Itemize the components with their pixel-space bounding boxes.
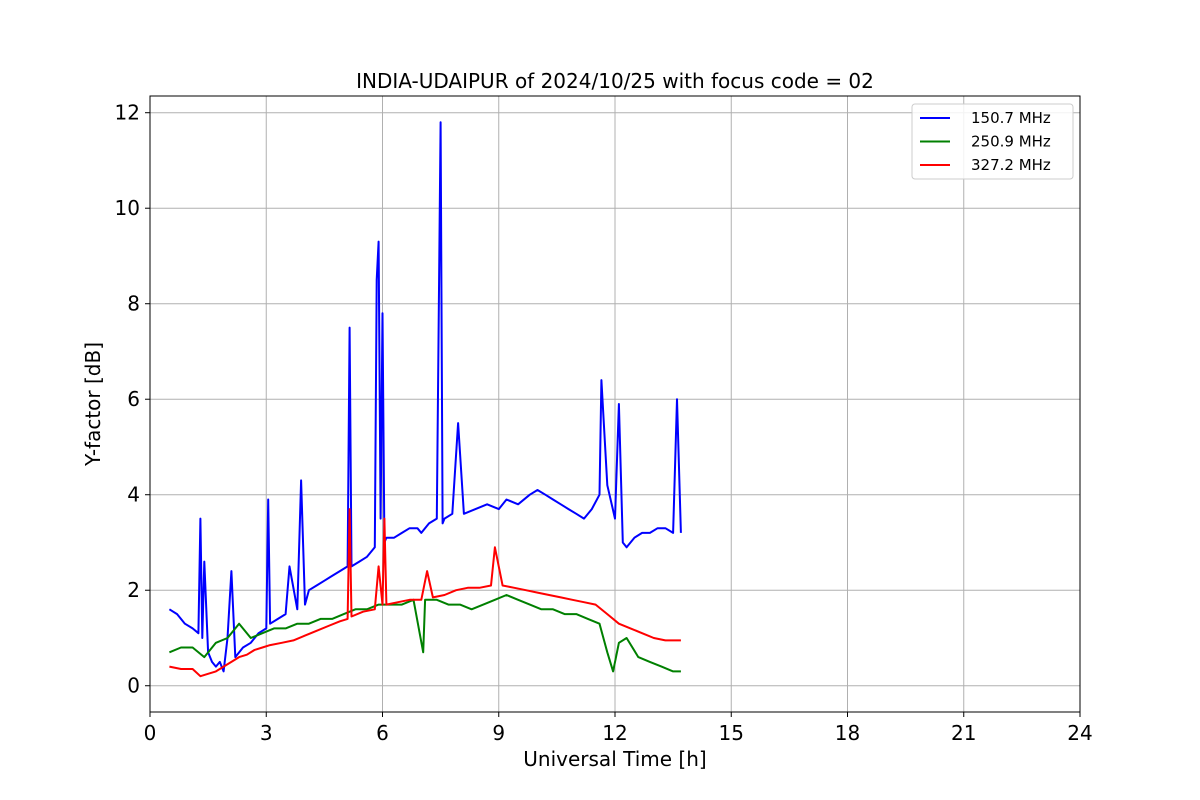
y-tick-label: 0: [127, 674, 140, 698]
x-tick-label: 12: [602, 721, 627, 745]
x-tick-label: 18: [835, 721, 860, 745]
series-line-1: [169, 594, 681, 673]
x-tick-label: 0: [144, 721, 157, 745]
y-ticks: 0 2 4 6 8 10 12: [115, 101, 150, 698]
x-tick-label: 15: [719, 721, 744, 745]
legend-label-2: 327.2 MHz: [971, 156, 1051, 174]
series-line-2: [169, 508, 681, 678]
legend-box: [911, 103, 1074, 180]
y-tick-label: 8: [127, 292, 140, 316]
x-tick-label: 24: [1067, 721, 1092, 745]
x-tick-label: 9: [492, 721, 505, 745]
x-axis-label: Universal Time [h]: [523, 747, 706, 771]
x-ticks: 0 3 6 9 12 15 18 21 24: [144, 712, 1093, 745]
y-axis-label: Y-factor [dB]: [81, 342, 105, 467]
legend-label-1: 250.9 MHz: [971, 133, 1051, 151]
series-layer: [168, 121, 682, 678]
x-tick-label: 21: [951, 721, 976, 745]
chart-title: INDIA-UDAIPUR of 2024/10/25 with focus c…: [356, 69, 874, 93]
y-tick-label: 6: [127, 387, 140, 411]
x-tick-label: 3: [260, 721, 273, 745]
y-tick-label: 2: [127, 578, 140, 602]
x-tick-label: 6: [376, 721, 389, 745]
y-tick-label: 12: [115, 101, 140, 125]
legend: 150.7 MHz 250.9 MHz 327.2 MHz: [911, 103, 1074, 180]
y-tick-label: 4: [127, 483, 140, 507]
y-tick-label: 10: [115, 196, 140, 220]
legend-label-0: 150.7 MHz: [971, 109, 1051, 127]
